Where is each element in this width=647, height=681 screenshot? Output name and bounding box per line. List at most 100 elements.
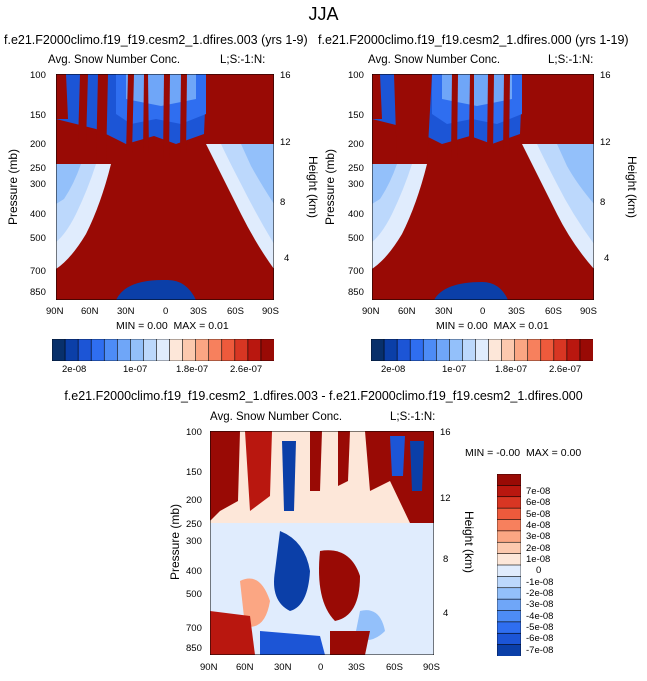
panel1-xtick: 30N	[117, 306, 135, 317]
panel2-ylabel: Pressure (mb)	[323, 149, 337, 226]
panel1-title: Avg. Snow Number Conc.	[48, 54, 181, 66]
panel2-plot	[372, 74, 594, 300]
panel2-subtitle: f.e21.F2000climo.f19_f19.cesm2_1.dfires.…	[318, 33, 629, 47]
panel2-ytick: 150	[348, 110, 364, 121]
panel3-ylabel-right: Height (km)	[462, 510, 476, 573]
panel1-max-value: 0.01	[208, 320, 229, 332]
panel1-colorbar	[52, 339, 274, 361]
panel2-min-label: MIN =	[436, 320, 465, 332]
panel2-ytick: 200	[348, 139, 364, 150]
panel3-ytick-right: 8	[443, 554, 449, 565]
colorbar-swatch	[497, 610, 521, 623]
panel1-ytick: 500	[30, 233, 46, 244]
panel2-xtick: 0	[480, 306, 486, 317]
colorbar-swatch	[208, 339, 223, 361]
panel1-corner-label: L;S:-1:N:	[220, 54, 266, 66]
panel2-finger-1	[372, 74, 382, 119]
panel2-xtick: 90S	[580, 306, 597, 317]
panel3-colorbar-label: -5e-08	[526, 622, 554, 633]
panel2-upper-blue-3	[442, 74, 512, 106]
panel2-ytick: 100	[348, 70, 364, 81]
colorbar-swatch	[497, 530, 521, 543]
colorbar-swatch	[497, 598, 521, 612]
panel1-xtick: 60N	[81, 306, 99, 317]
colorbar-swatch	[497, 564, 521, 577]
panel1-colorbar-label: 2e-08	[62, 364, 87, 375]
panel2-ytick: 850	[348, 287, 364, 298]
panel1-ytick-right: 8	[280, 197, 286, 208]
panel1-colorbar-label: 1.8e-07	[176, 364, 209, 375]
colorbar-swatch	[497, 541, 521, 555]
panel2-xtick: 30N	[435, 306, 453, 317]
panel2-finger-6	[503, 74, 510, 154]
panel1-ytick-right: 12	[280, 137, 291, 148]
panel3-colorbar-label: -1e-08	[526, 577, 554, 588]
panel3-colorbar-label: -2e-08	[526, 588, 554, 599]
panel2-ytick-right: 4	[604, 253, 610, 264]
colorbar-swatch	[501, 339, 516, 361]
colorbar-swatch	[182, 339, 197, 361]
panel2-ytick-right: 16	[600, 70, 611, 81]
panel1-min-value: 0.00	[147, 320, 168, 332]
colorbar-swatch	[475, 339, 490, 361]
panel3-colorbar-label: 2e-08	[526, 543, 551, 554]
panel2-minmax: MIN = 0.00 MAX = 0.01	[436, 320, 549, 332]
panel2-colorbar-label: 2e-08	[381, 364, 406, 375]
panel3-minmax: MIN = -0.00 MAX = 0.00	[465, 447, 581, 459]
panel3-xtick: 60S	[386, 662, 403, 673]
panel1-right-block	[206, 74, 274, 134]
panel1-min-label: MIN =	[116, 320, 145, 332]
colorbar-swatch	[383, 339, 398, 361]
panel3-red-bottom-left	[210, 611, 255, 655]
panel3-colorbar-label: 4e-08	[526, 520, 551, 531]
colorbar-swatch	[497, 644, 521, 656]
panel1-max-label: MAX =	[173, 320, 206, 332]
panel3-blue-3	[410, 441, 424, 491]
panel3-colorbar-label: 7e-08	[526, 486, 551, 497]
panel2-corner-label: L;S:-1:N:	[548, 54, 594, 66]
colorbar-swatch	[579, 339, 593, 361]
panel3-blue-1	[282, 441, 296, 511]
colorbar-swatch	[156, 339, 171, 361]
panel1-xtick: 0	[163, 306, 169, 317]
colorbar-swatch	[497, 621, 521, 634]
panel1-xtick: 90N	[46, 306, 64, 317]
panel1-finger-4	[126, 74, 134, 154]
panel3-ytick: 200	[186, 495, 202, 506]
panel2-finger-3	[451, 74, 458, 159]
colorbar-swatch	[169, 339, 184, 361]
panel2-ytick: 500	[348, 233, 364, 244]
panel2-ytick: 300	[348, 179, 364, 190]
panel2-xtick: 60S	[545, 306, 562, 317]
page-title: JJA	[308, 4, 339, 24]
panel3-orange-left	[240, 578, 270, 627]
panel1-minmax: MIN = 0.00 MAX = 0.01	[116, 320, 229, 332]
panel1-plot	[56, 74, 274, 300]
panel3-blue-mid	[274, 531, 310, 611]
panel2-ylabel-right: Height (km)	[625, 155, 639, 218]
panel2-right-block	[522, 74, 594, 134]
panel3-colorbar-label: 6e-08	[526, 497, 551, 508]
panel1-finger-1	[56, 74, 68, 119]
colorbar-swatch	[497, 496, 521, 509]
panel1-ytick: 200	[30, 139, 46, 150]
panel2-colorbar	[371, 339, 593, 361]
panel3-xtick: 90S	[423, 662, 440, 673]
panel1-ytick: 250	[30, 163, 46, 174]
panel2-ytick-right: 8	[600, 197, 606, 208]
colorbar-swatch	[514, 339, 529, 361]
panel2-min-value: 0.00	[467, 320, 488, 332]
panel1-ylabel-right: Height (km)	[306, 155, 320, 218]
panel2-xtick: 90N	[362, 306, 380, 317]
panel3-ytick: 300	[186, 536, 202, 547]
panel1-xtick: 60S	[227, 306, 244, 317]
panel3-ytick-right: 16	[440, 427, 451, 438]
panel3-corner-label: L;S:-1:N:	[390, 411, 436, 423]
colorbar-swatch	[260, 339, 274, 361]
colorbar-swatch	[497, 507, 521, 521]
panel3-colorbar-label: -3e-08	[526, 599, 554, 610]
panel2-xtick: 30S	[508, 306, 525, 317]
panel3-plot	[210, 431, 434, 655]
panel2-ytick-right: 12	[600, 137, 611, 148]
panel3-blue-2	[390, 436, 405, 476]
